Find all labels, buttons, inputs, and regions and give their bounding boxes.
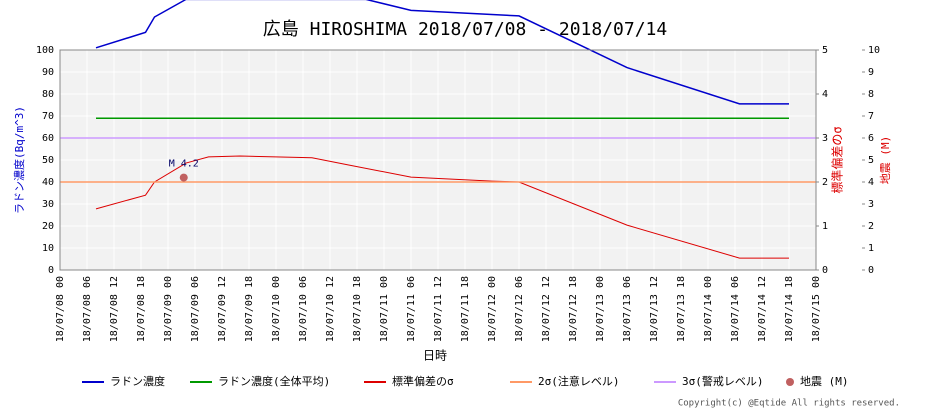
earthquake-point [179,173,188,182]
legend-label: ラドン濃度 [110,374,165,388]
y-tick-label: 40 [42,177,54,188]
y3-tick-label: 0 [868,265,874,276]
y2-tick-label: 3 [822,133,828,144]
y3-tick-label: 3 [868,199,874,210]
x-tick-label: 18/07/13 00 [595,276,606,342]
x-tick-label: 18/07/08 00 [55,276,66,342]
y2-tick-label: 2 [822,177,828,188]
x-tick-label: 18/07/15 00 [811,276,822,342]
plot-frame [59,49,817,271]
x-axis-title: 日時 [423,349,447,363]
x-tick-label: 18/07/14 12 [757,276,768,342]
x-tick-label: 18/07/08 18 [136,276,147,342]
x-tick-label: 18/07/12 00 [487,276,498,342]
x-tick-label: 18/07/10 18 [352,276,363,342]
x-tick-label: 18/07/12 06 [514,276,525,342]
y3-tick-label: 2 [868,221,874,232]
x-tick-label: 18/07/09 06 [190,276,201,342]
y-tick-label: 50 [42,155,54,166]
x-tick-label: 18/07/11 12 [433,276,444,342]
y-tick-label: 0 [48,265,54,276]
earthquake-label: M 4.2 [169,159,199,170]
legend-label: 3σ(警戒レベル) [682,374,764,388]
y-tick-label: 90 [42,67,54,78]
x-tick-label: 18/07/09 00 [163,276,174,342]
y2-axis-title: 標準偏差のσ [830,126,845,193]
chart-title: 広島 HIROSHIMA 2018/07/08 - 2018/07/14 [263,19,667,40]
x-tick-label: 18/07/10 12 [325,276,336,342]
x-tick-label: 18/07/09 12 [217,276,228,342]
y-tick-label: 100 [36,45,54,56]
legend-swatch [786,378,794,386]
y3-tick-label: 1 [868,243,874,254]
x-tick-label: 18/07/14 06 [730,276,741,342]
y2-tick-label: 1 [822,221,828,232]
series-line [95,0,789,105]
x-tick-label: 18/07/13 18 [676,276,687,342]
x-tick-label: 18/07/13 06 [622,276,633,342]
x-tick-label: 18/07/12 12 [541,276,552,342]
y-tick-label: 30 [42,199,54,210]
series-line [95,155,789,259]
legend-label: 2σ(注意レベル) [538,374,620,388]
y3-tick-label: 6 [868,133,874,144]
y3-tick-label: 10 [868,45,880,56]
y2-tick-label: 4 [822,89,828,100]
y-axis-title: ラドン濃度(Bq/m^3) [12,106,26,214]
legend-label: 標準偏差のσ [392,374,454,388]
y3-axis-title: 地震 (M) [879,136,892,185]
y2-tick-label: 0 [822,265,828,276]
y-tick-label: 80 [42,89,54,100]
x-tick-label: 18/07/10 00 [271,276,282,342]
y-tick-label: 60 [42,133,54,144]
x-tick-label: 18/07/11 06 [406,276,417,342]
y3-tick-label: 9 [868,67,874,78]
x-tick-label: 18/07/11 00 [379,276,390,342]
y3-tick-label: 4 [868,177,874,188]
copyright: Copyright(c) @Eqtide All rights reserved… [678,399,900,409]
y3-tick-label: 5 [868,155,874,166]
y-tick-label: 70 [42,111,54,122]
legend-label: ラドン濃度(全体平均) [218,374,330,388]
x-tick-label: 18/07/14 00 [703,276,714,342]
x-tick-label: 18/07/08 06 [82,276,93,342]
x-tick-label: 18/07/13 12 [649,276,660,342]
y3-tick-label: 8 [868,89,874,100]
y2-tick-label: 5 [822,45,828,56]
x-tick-label: 18/07/12 18 [568,276,579,342]
legend-label: 地震 (M) [800,375,849,388]
x-tick-label: 18/07/09 18 [244,276,255,342]
x-tick-label: 18/07/11 18 [460,276,471,342]
x-tick-label: 18/07/14 18 [784,276,795,342]
x-tick-label: 18/07/10 06 [298,276,309,342]
y-tick-label: 10 [42,243,54,254]
y-tick-label: 20 [42,221,54,232]
y3-tick-label: 7 [868,111,874,122]
x-tick-label: 18/07/08 12 [109,276,120,342]
